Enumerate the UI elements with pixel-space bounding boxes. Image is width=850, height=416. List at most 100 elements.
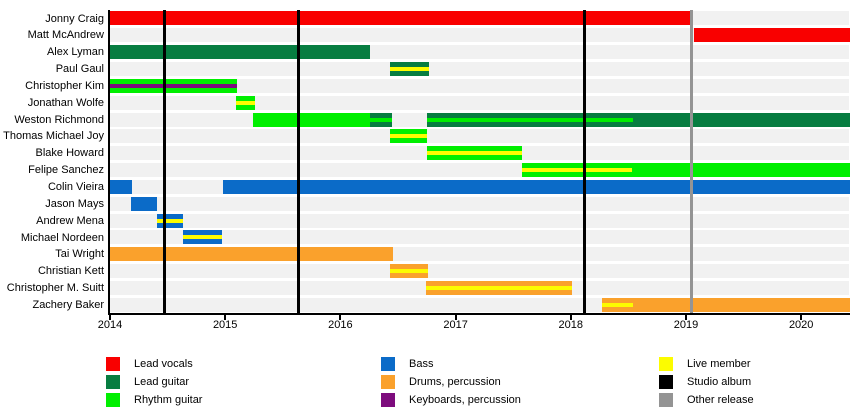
legend-swatch-keyboards [381, 393, 395, 407]
timeline-bar [425, 281, 572, 295]
legend-label: Bass [409, 358, 434, 370]
legend-swatch-studio-album [659, 375, 673, 389]
timeline-bar [389, 129, 427, 144]
timeline-bar [110, 11, 692, 26]
legend-swatch-rhythm-guitar [106, 393, 120, 407]
role-overlay-stripe [182, 235, 222, 240]
axis-tick [569, 315, 572, 321]
member-label: Christopher Kim [25, 79, 104, 92]
row-band [110, 213, 849, 228]
timeline-bar [110, 45, 371, 60]
legend-swatch-lead-guitar [106, 375, 120, 389]
member-label: Alex Lyman [46, 46, 104, 59]
timeline-bar [426, 112, 633, 127]
timeline-bar [182, 230, 222, 245]
legend-label: Lead guitar [134, 376, 190, 388]
member-label: Tai Wright [55, 248, 104, 261]
row-band [110, 230, 849, 245]
row-band [110, 61, 849, 76]
timeline-bar [110, 179, 132, 194]
role-overlay-stripe [389, 66, 430, 71]
row-band [110, 196, 849, 211]
legend-swatch-other-release [659, 393, 673, 407]
legend-label: Studio album [687, 376, 752, 388]
axis-tick [109, 315, 111, 321]
timeline-bar [522, 163, 632, 178]
axis-tick [339, 315, 342, 321]
member-label: Zachery Baker [32, 298, 104, 311]
studio-album-line [297, 10, 301, 314]
axis-tick [685, 315, 687, 321]
year-label: 2015 [212, 319, 238, 332]
timeline-bar [633, 297, 850, 312]
member-label: Christopher M. Suitt [6, 282, 104, 295]
legend-label: Lead vocals [134, 358, 193, 370]
year-label: 2016 [328, 319, 353, 332]
role-overlay-stripe [601, 302, 633, 307]
role-overlay-stripe [425, 286, 572, 290]
timeline-bar [370, 112, 393, 127]
legend-label: Rhythm guitar [134, 394, 203, 406]
member-label: Jonny Craig [45, 12, 104, 25]
role-overlay-stripe [426, 151, 523, 156]
legend-label: Live member [687, 358, 751, 370]
member-label: Colin Vieira [47, 181, 104, 193]
member-label: Blake Howard [35, 147, 104, 160]
legend-swatch-lead-vocals [106, 357, 120, 371]
timeline-bar [130, 196, 158, 211]
role-overlay-stripe [522, 168, 632, 173]
row-band [110, 95, 849, 110]
axis-tick [800, 315, 803, 321]
member-label: Christian Kett [37, 265, 104, 278]
year-label: 2019 [673, 319, 699, 332]
row-band [110, 78, 849, 93]
role-overlay-stripe [235, 100, 256, 105]
timeline-bar [110, 247, 394, 262]
legend-label: Other release [687, 394, 754, 406]
other-release-line [690, 10, 694, 314]
timeline-bar [389, 264, 428, 279]
studio-album-line [583, 10, 587, 314]
role-overlay-stripe [389, 269, 428, 274]
role-overlay-stripe [370, 117, 393, 122]
member-label: Michael Nordeen [20, 231, 104, 244]
role-overlay-stripe [110, 83, 237, 88]
member-label: Felipe Sanchez [28, 164, 104, 177]
row-band [110, 264, 849, 279]
member-label: Jason Mays [45, 197, 104, 210]
member-label: Jonathan Wolfe [27, 96, 104, 109]
timeline-bar [252, 112, 371, 127]
year-label: 2014 [97, 319, 123, 332]
timeline-bar [694, 28, 850, 43]
row-band [110, 28, 849, 43]
role-overlay-stripe [426, 117, 633, 122]
timeline-bar [426, 146, 523, 161]
timeline-bar [601, 297, 633, 312]
x-axis-line [108, 313, 850, 316]
year-label: 2018 [558, 319, 584, 332]
year-label: 2017 [443, 319, 468, 332]
timeline-legend: Lead vocals Lead guitar Rhythm guitar Bass D… [0, 350, 850, 416]
studio-album-line [162, 10, 166, 314]
member-label: Matt McAndrew [27, 29, 104, 42]
member-label: Thomas Michael Joy [3, 130, 104, 143]
legend-swatch-live [659, 357, 673, 371]
axis-tick [224, 315, 227, 321]
timeline-bar [633, 112, 850, 127]
timeline-bar [110, 78, 237, 93]
legend-label: Keyboards, percussion [409, 394, 521, 406]
legend-swatch-drums [381, 375, 395, 389]
role-overlay-stripe [157, 218, 183, 223]
timeline-bar [157, 213, 183, 228]
role-overlay-stripe [389, 134, 427, 139]
row-band [110, 129, 849, 144]
timeline-bar [235, 95, 256, 110]
timeline-bar [222, 179, 850, 194]
timeline-bar [389, 61, 430, 76]
y-axis-line [108, 10, 110, 316]
member-label: Paul Gaul [55, 63, 104, 76]
member-label: Andrew Mena [36, 214, 104, 227]
timeline-chart: Jonny Craig Matt McAndrew Alex Lyman Paul G… [3, 10, 850, 332]
year-label: 2020 [788, 319, 814, 332]
